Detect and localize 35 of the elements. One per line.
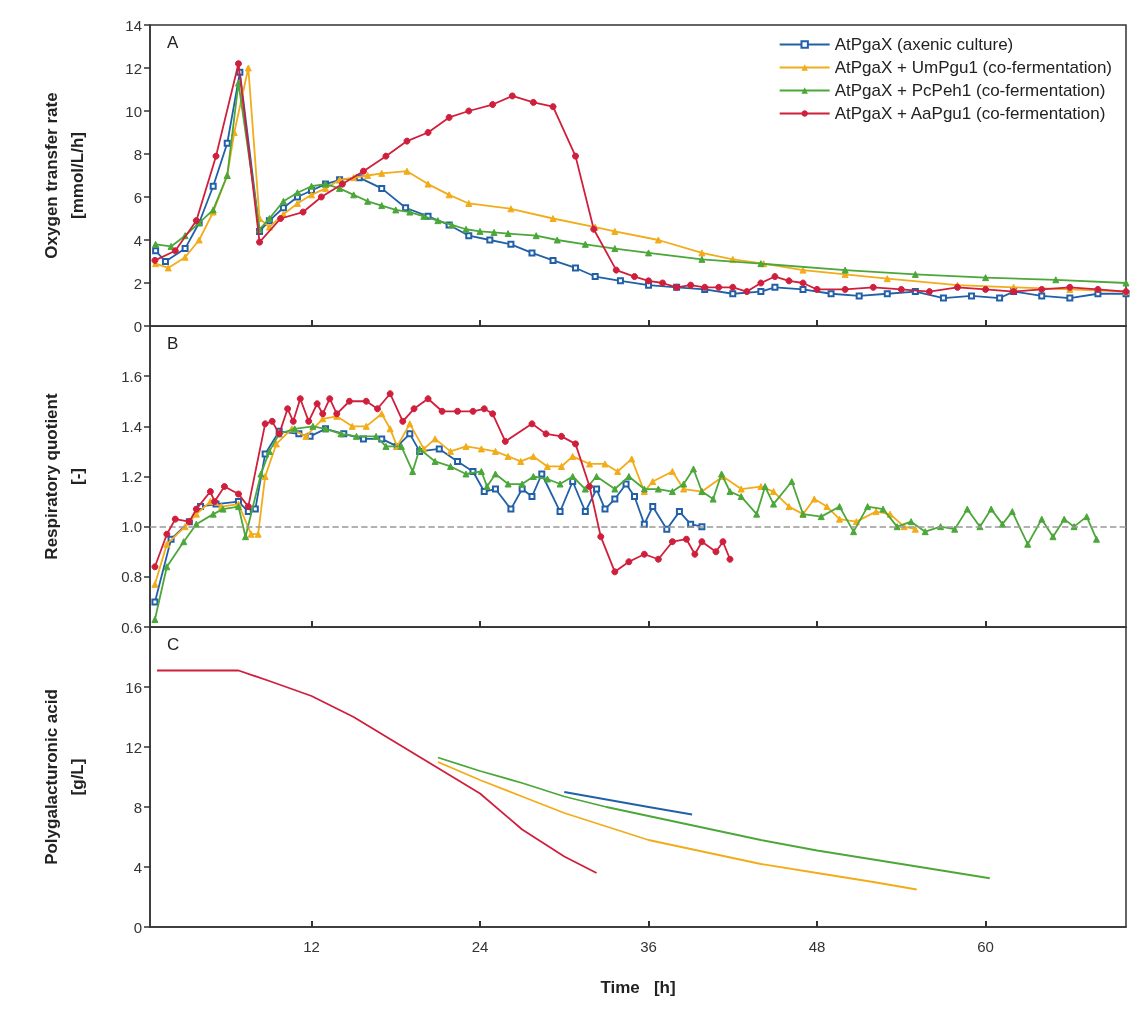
y-tick-label: 12	[125, 738, 142, 756]
y-tick-label: 1.0	[121, 518, 142, 536]
y-axis-title: Respiratory quotient [-]	[41, 393, 87, 560]
y-tick-label: 14	[125, 16, 142, 34]
legend-label: AtPgaX + PcPeh1 (co-fermentation)	[834, 81, 1106, 100]
x-axis-title: Time [h]	[600, 978, 676, 997]
x-tick-label: 60	[977, 938, 994, 955]
x-tick-label: 48	[808, 938, 826, 955]
y-tick-label: 1.6	[121, 367, 142, 385]
y-axis-title: Polygalacturonic acid [g/L]	[41, 689, 87, 865]
y-tick-label: 8	[133, 145, 142, 163]
text: C	[167, 635, 180, 654]
y-tick-label: 4	[133, 231, 142, 249]
y-tick-label: 0.8	[121, 568, 142, 586]
text: B	[167, 334, 179, 353]
y-tick-label: 0	[133, 317, 142, 335]
y-tick-label: 1.4	[121, 417, 142, 435]
y-tick-label: 10	[125, 102, 142, 120]
y-tick-label: 0	[133, 918, 142, 936]
y-tick-label: 8	[133, 798, 142, 816]
text: A	[167, 33, 179, 52]
x-tick-label: 12	[303, 938, 320, 955]
y-tick-label: 4	[133, 858, 142, 876]
y-tick-label: 1.2	[121, 468, 142, 485]
legend-label: AtPgaX (axenic culture)	[834, 35, 1014, 54]
x-tick-label: 36	[640, 938, 657, 955]
y-axis-title: Oxygen transfer rate [mmol/L/h]	[41, 92, 87, 259]
y-tick-label: 12	[125, 59, 142, 77]
y-tick-label: 0.6	[121, 618, 142, 636]
y-tick-label: 16	[125, 678, 142, 696]
x-tick-label: 24	[471, 938, 489, 955]
legend-label: AtPgaX + AaPgu1 (co-fermentation)	[834, 104, 1106, 123]
y-tick-label: 2	[133, 274, 142, 292]
y-tick-label: 6	[133, 188, 142, 206]
legend-label: AtPgaX + UmPgu1 (co-fermentation)	[834, 58, 1113, 77]
